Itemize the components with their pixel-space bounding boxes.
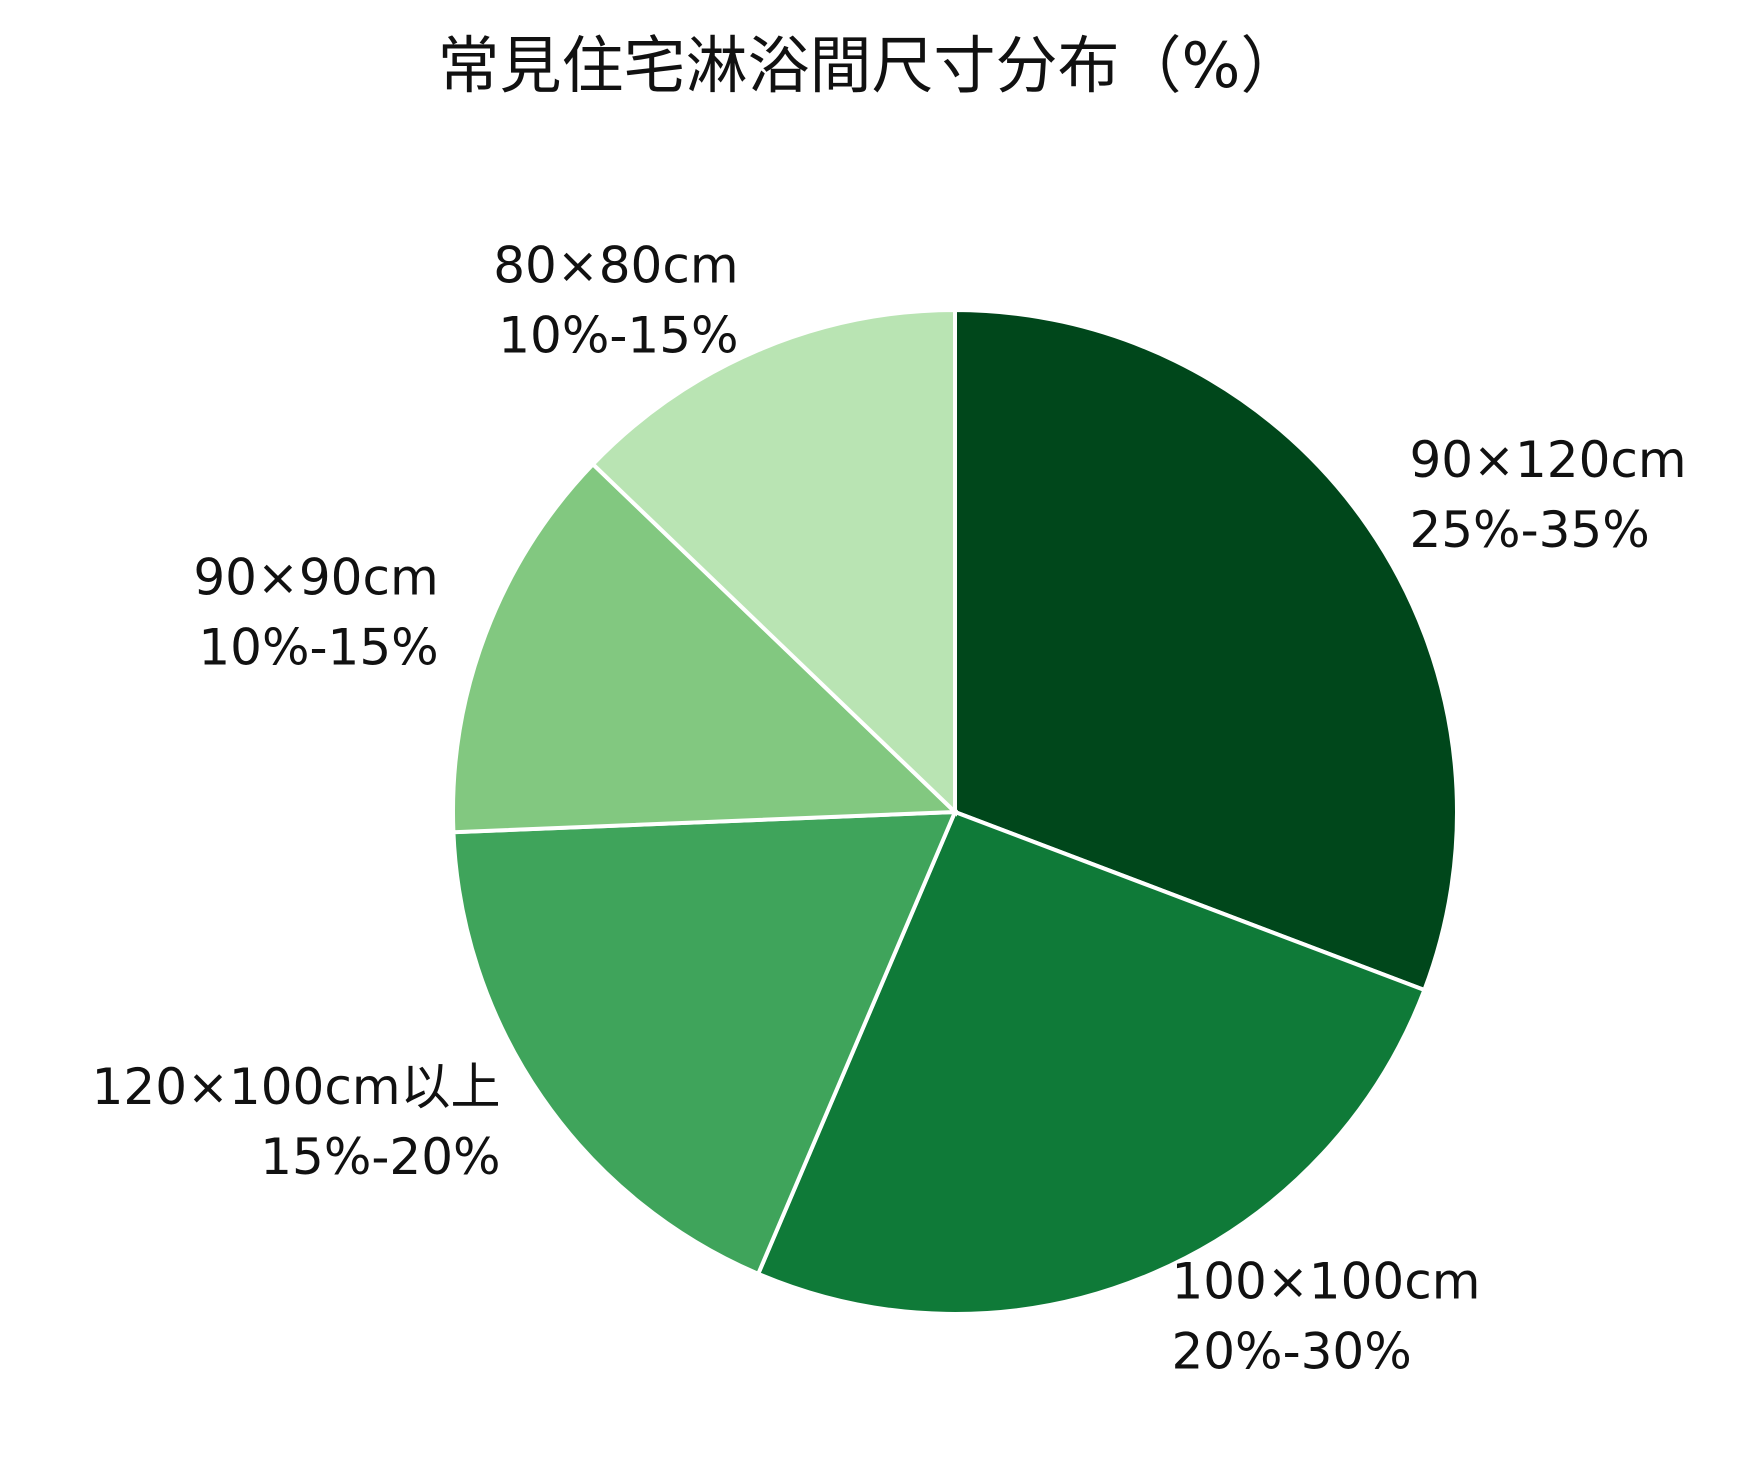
slice-value-label: 10%-15% xyxy=(198,619,438,677)
slice-value-label: 15%-20% xyxy=(260,1128,500,1186)
pie-slice xyxy=(953,307,1459,993)
slice-label: 90×90cm xyxy=(193,549,438,607)
pie-slice xyxy=(451,809,959,1277)
slice-label: 120×100cm以上 xyxy=(92,1058,501,1116)
slice-value-label: 20%-30% xyxy=(1171,1323,1411,1381)
chart-title: 常見住宅淋浴間尺寸分布（%） xyxy=(438,29,1303,102)
slice-value-label: 25%-35% xyxy=(1409,501,1649,559)
pie-slice xyxy=(755,809,1427,1317)
slice-value-label: 10%-15% xyxy=(498,306,738,364)
pie-slice xyxy=(590,307,957,817)
slice-label: 90×120cm xyxy=(1409,431,1686,489)
slice-label: 80×80cm xyxy=(493,236,738,294)
slice-label: 100×100cm xyxy=(1171,1253,1480,1311)
pie-slice xyxy=(451,461,960,835)
